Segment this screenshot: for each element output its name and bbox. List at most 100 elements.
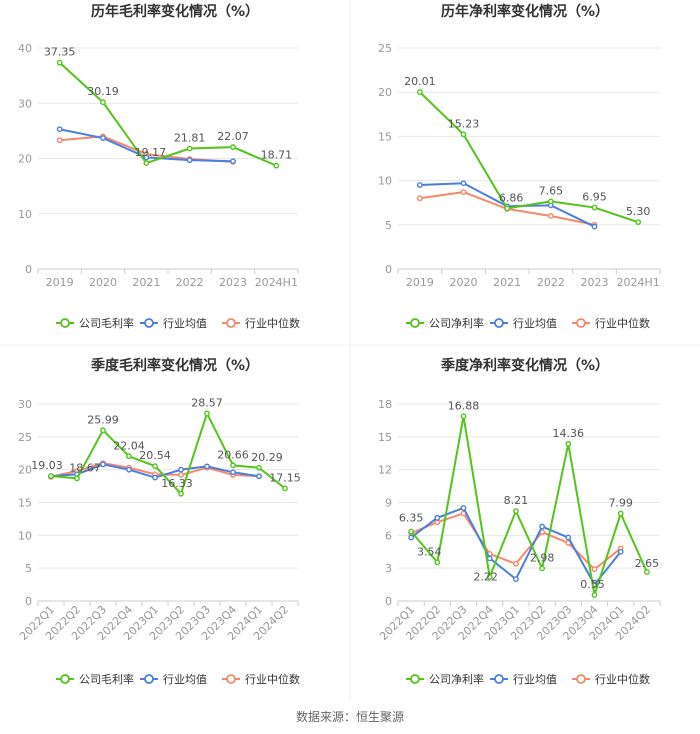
legend-marker [226, 318, 236, 328]
y-tick-label: 15 [378, 130, 392, 143]
legend-marker [144, 318, 154, 328]
data-point-avg [591, 223, 598, 230]
data-label: 3.54 [417, 545, 442, 558]
data-label: 37.35 [44, 46, 76, 59]
data-label: 21.81 [174, 131, 206, 144]
data-point-company [100, 427, 106, 434]
legend-item-median: 行业中位数 [222, 316, 300, 330]
data-label: 18.67 [69, 461, 101, 474]
data-point-company [591, 204, 598, 211]
legend-label: 行业中位数 [245, 672, 300, 686]
y-tick-label: 30 [18, 97, 32, 110]
x-tick-label: 2021 [493, 276, 521, 289]
data-label: 15.23 [448, 117, 480, 130]
data-point-avg [513, 576, 519, 583]
y-tick-label: 20 [18, 153, 32, 166]
data-point-avg [178, 466, 184, 473]
y-tick-label: 15 [378, 431, 392, 444]
data-point-company [230, 462, 236, 469]
data-point-company [74, 475, 80, 482]
data-point-avg [186, 157, 193, 164]
data-point-avg [539, 523, 545, 530]
data-point-avg [256, 473, 262, 480]
y-tick-label: 9 [385, 497, 392, 510]
chart-title: 历年净利率变化情况（%） [441, 3, 609, 20]
data-point-company [256, 464, 262, 471]
legend-item-median: 行业中位数 [222, 672, 300, 686]
data-point-company [434, 559, 441, 566]
data-label: 19.17 [135, 146, 167, 159]
y-tick-label: 0 [25, 263, 32, 276]
legend-item-median: 行业中位数 [572, 672, 650, 686]
data-point-avg [460, 180, 467, 187]
legend-label: 行业中位数 [245, 316, 300, 330]
legend-item-avg: 行业均值 [490, 317, 557, 330]
y-tick-label: 12 [378, 464, 392, 477]
data-point-company [273, 162, 280, 169]
x-tick-label: 2023 [219, 276, 247, 289]
data-point-company [178, 490, 184, 497]
legend-marker [494, 674, 504, 684]
data-label: 25.99 [87, 413, 119, 426]
x-tick-label: 2024H1 [255, 276, 298, 289]
data-label: 16.33 [161, 477, 193, 490]
legend-item-avg: 行业均值 [140, 317, 207, 330]
data-label: 2.22 [473, 571, 498, 584]
data-point-avg [565, 534, 572, 541]
data-point-company [635, 219, 642, 226]
legend-item-avg: 行业均值 [490, 673, 557, 686]
data-label: 7.65 [539, 184, 564, 197]
y-tick-label: 6 [385, 529, 392, 542]
x-tick-label: 2020 [450, 276, 478, 289]
data-label: 20.01 [404, 75, 436, 88]
data-point-median [178, 472, 184, 478]
chart-title: 季度净利率变化情况（%） [440, 357, 609, 374]
data-point-company [513, 508, 519, 515]
x-tick-label: 2021 [132, 276, 160, 289]
data-point-median [416, 195, 423, 202]
data-point-avg [486, 555, 493, 562]
data-point-company [230, 144, 236, 150]
chart-panel-3: 季度毛利率变化情况（%）0510152025302022Q12022Q22022… [17, 357, 301, 686]
y-tick-label: 5 [385, 219, 392, 232]
data-point-avg [230, 158, 236, 165]
x-tick-label: 2023 [581, 276, 609, 289]
y-tick-label: 3 [385, 562, 392, 575]
data-point-avg [143, 154, 150, 161]
data-point-company [56, 59, 63, 66]
data-label: 22.04 [113, 439, 145, 452]
legend-label: 行业均值 [163, 317, 207, 330]
x-tick-label: 2019 [46, 276, 74, 289]
legend-item-company: 公司毛利率 [56, 672, 134, 686]
data-label: 19.03 [31, 459, 63, 472]
data-point-company [486, 573, 493, 580]
legend-item-avg: 行业均值 [140, 673, 207, 686]
data-label: 18.71 [261, 149, 293, 162]
series-line-company [58, 61, 277, 167]
legend-label: 行业均值 [513, 317, 557, 330]
legend-marker [226, 674, 236, 684]
data-label: 14.36 [553, 427, 585, 440]
data-label: 17.15 [269, 471, 301, 484]
data-point-median [547, 213, 554, 219]
data-point-avg [416, 182, 423, 188]
legend-marker [410, 674, 420, 684]
data-point-company [48, 473, 54, 479]
chart-title: 历年毛利率变化情况（%） [91, 3, 259, 20]
legend-marker [410, 318, 420, 328]
chart-panel-4: 季度净利率变化情况（%）03691215182022Q12022Q22022Q3… [377, 357, 661, 686]
data-point-company [565, 440, 572, 447]
legend-marker [576, 318, 586, 328]
legend-label: 行业均值 [163, 673, 207, 686]
legend-label: 行业中位数 [595, 672, 650, 686]
legend-label: 行业中位数 [595, 316, 650, 330]
data-point-company [100, 99, 106, 106]
legend-label: 公司净利率 [429, 316, 484, 330]
legend-marker [144, 674, 154, 684]
legend-item-company: 公司毛利率 [56, 316, 134, 330]
data-point-company [591, 592, 598, 598]
data-point-avg [230, 469, 236, 476]
y-tick-label: 0 [25, 595, 32, 608]
y-tick-label: 10 [378, 175, 392, 188]
data-point-avg [408, 534, 414, 541]
